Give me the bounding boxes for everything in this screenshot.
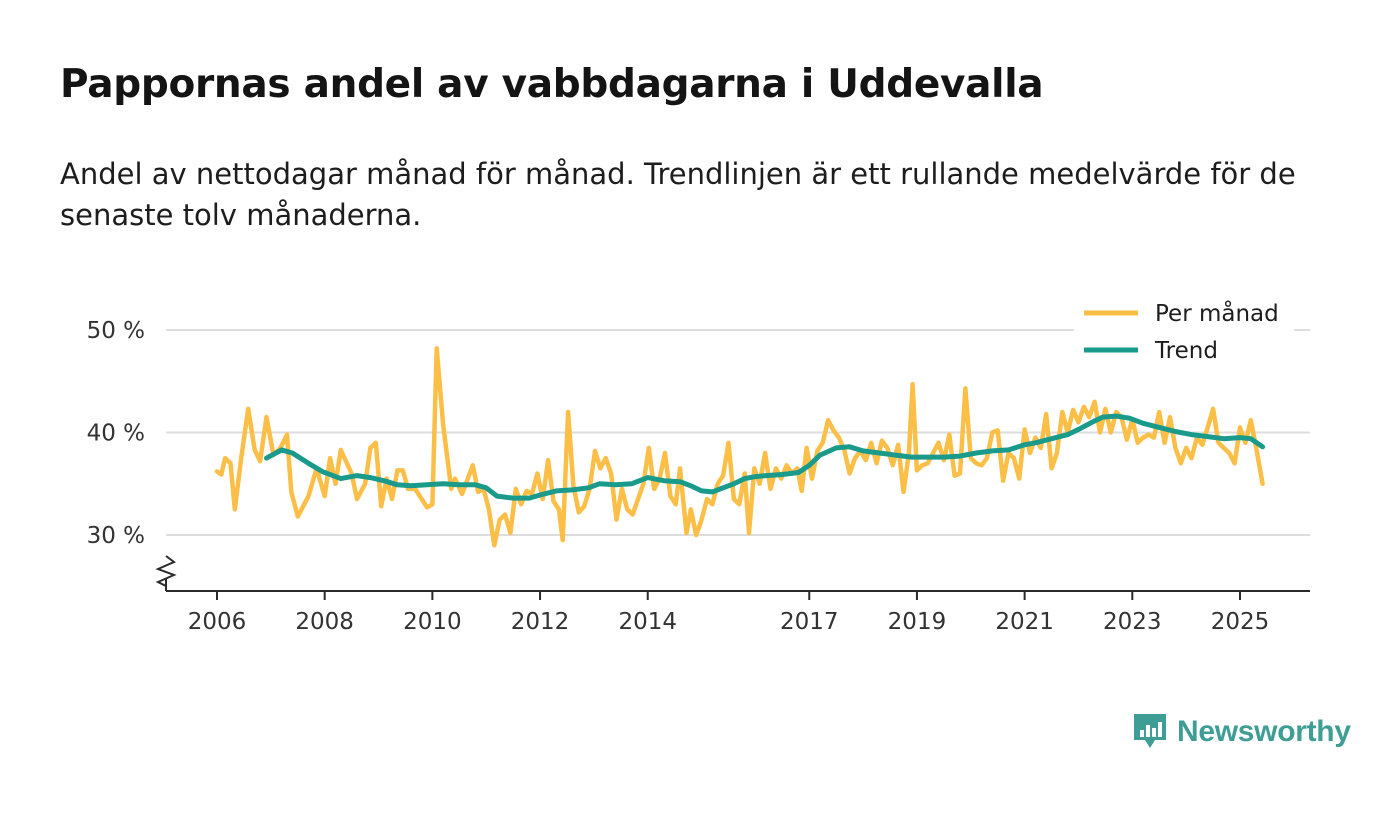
legend-background [1074, 296, 1294, 374]
legend-label: Per månad [1155, 299, 1279, 327]
legend: Per månad Trend [1074, 296, 1294, 374]
series-line-trend [264, 413, 1266, 501]
y-tick-label: 40 % [87, 421, 145, 447]
x-tick-label: 2017 [780, 609, 839, 635]
legend-label: Trend [1154, 338, 1218, 364]
x-tick-label: 2023 [1103, 609, 1162, 635]
axes: 30 % 40 % 50 % 2006 2008 2010 2012 2014 2017 2019… [87, 318, 1310, 635]
x-tick-label: 2014 [618, 609, 677, 635]
y-tick-label: 30 % [87, 523, 145, 549]
x-tick-label: 2008 [295, 609, 354, 635]
newsworthy-logo-icon [1134, 714, 1166, 748]
chart-subtitle: Andel av nettodagar månad för månad. Tre… [60, 157, 1296, 232]
x-tick-label: 2012 [511, 609, 570, 635]
axis-break-icon [155, 555, 177, 587]
series-group [214, 346, 1266, 548]
x-tick-label: 2019 [888, 609, 947, 635]
y-tick-label: 50 % [87, 318, 145, 344]
series-line-per-manad [214, 346, 1265, 548]
x-tick-label: 2021 [995, 609, 1054, 635]
x-tick-label: 2006 [188, 609, 247, 635]
x-tick-label: 2025 [1211, 609, 1270, 635]
chart-title: Pappornas andel av vabbdagarna i Uddeval… [60, 62, 1044, 107]
x-tick-label: 2010 [403, 609, 462, 635]
brand: Newsworthy [1131, 712, 1351, 752]
brand-name: Newsworthy [1177, 715, 1351, 748]
